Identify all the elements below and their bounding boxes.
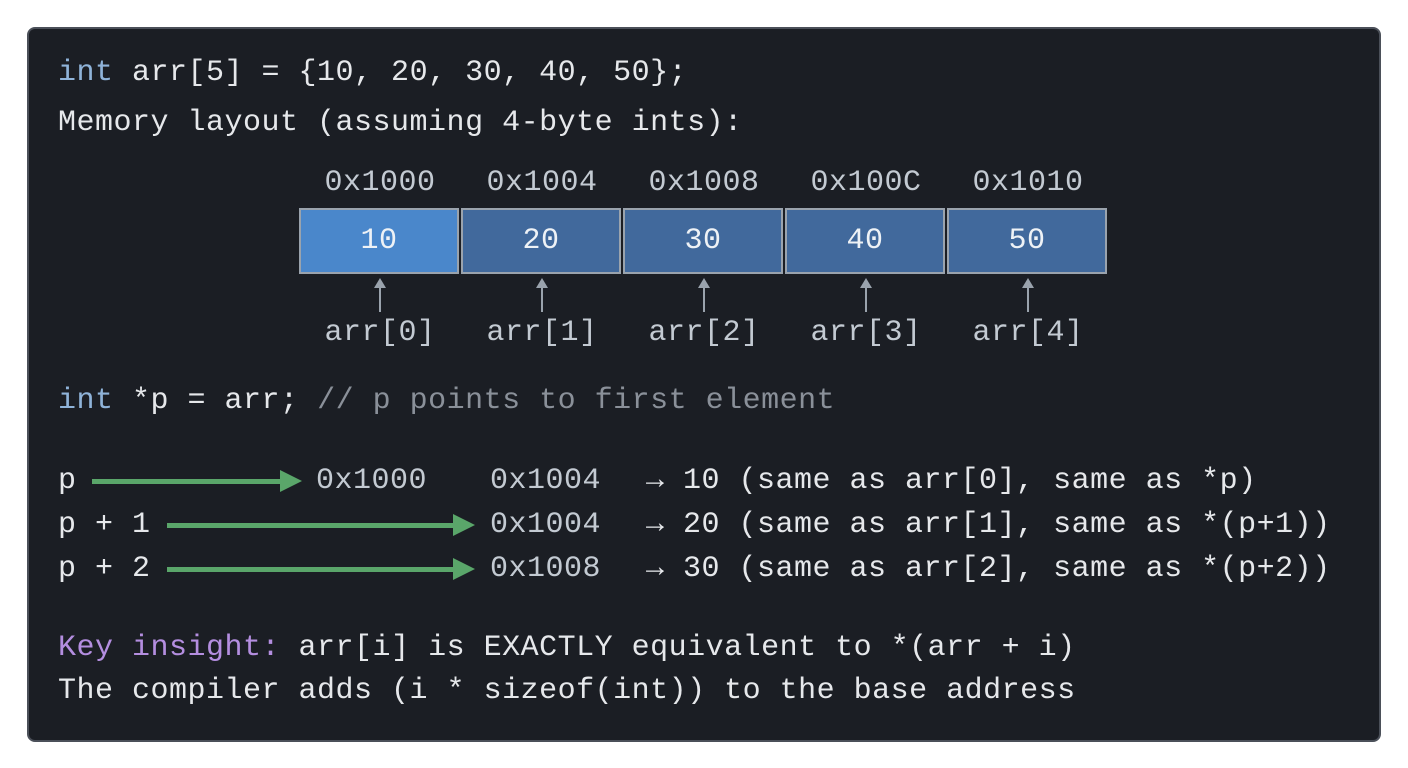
code-panel — [27, 27, 1381, 742]
insight-text: arr[i] is EXACTLY equivalent to *(arr + … — [280, 631, 1076, 665]
address-label: 0x1000 — [324, 166, 436, 200]
dereference-result: → 10 (same as arr[0], same as *p) — [646, 464, 1257, 498]
insight-line-2: The compiler adds (i * sizeof(int)) to t… — [58, 674, 1076, 708]
keyword: int — [58, 56, 114, 90]
up-arrow-icon — [536, 278, 548, 312]
pointer-expr: p + 2 — [58, 552, 151, 586]
memory-cell: 10 — [299, 208, 459, 274]
dereference-result: → 20 (same as arr[1], same as *(p+1)) — [646, 508, 1331, 542]
array-declaration: int arr[5] = {10, 20, 30, 40, 50}; — [58, 56, 687, 90]
pointer-expr: p — [58, 464, 77, 498]
memory-cell: 50 — [947, 208, 1107, 274]
up-arrow-icon — [374, 278, 386, 312]
pointer-expr: p + 1 — [58, 508, 151, 542]
index-label: arr[2] — [648, 316, 760, 350]
index-label: arr[4] — [972, 316, 1084, 350]
address-label: 0x1010 — [972, 166, 1084, 200]
up-arrow-icon — [698, 278, 710, 312]
up-arrow-icon — [1022, 278, 1034, 312]
right-arrow-icon — [92, 470, 302, 492]
element-address: 0x1004 — [490, 508, 602, 542]
dereference-result: → 30 (same as arr[2], same as *(p+2)) — [646, 552, 1331, 586]
index-label: arr[1] — [486, 316, 598, 350]
memory-cell: 30 — [623, 208, 783, 274]
keyword: int — [58, 384, 114, 418]
pointer-target: 0x1000 — [316, 464, 428, 498]
memory-cell: 40 — [785, 208, 945, 274]
address-label: 0x1008 — [648, 166, 760, 200]
right-arrow-icon — [167, 514, 475, 536]
pointer-declaration: int *p = arr; // p points to first eleme… — [58, 384, 835, 418]
declaration-text: arr[5] = {10, 20, 30, 40, 50}; — [113, 56, 688, 90]
index-label: arr[0] — [324, 316, 436, 350]
address-label: 0x100C — [810, 166, 922, 200]
right-arrow-icon — [167, 558, 475, 580]
element-address: 0x1008 — [490, 552, 602, 586]
memory-cell: 20 — [461, 208, 621, 274]
up-arrow-icon — [860, 278, 872, 312]
code-comment: // p points to first element — [317, 384, 836, 418]
address-label: 0x1004 — [486, 166, 598, 200]
layout-caption: Memory layout (assuming 4-byte ints): — [58, 106, 743, 140]
insight-label: Key insight: — [58, 631, 281, 665]
index-label: arr[3] — [810, 316, 922, 350]
key-insight: Key insight: arr[i] is EXACTLY equivalen… — [58, 631, 1076, 665]
pointer-text: *p = arr; — [113, 384, 318, 418]
element-address: 0x1004 — [490, 464, 602, 498]
